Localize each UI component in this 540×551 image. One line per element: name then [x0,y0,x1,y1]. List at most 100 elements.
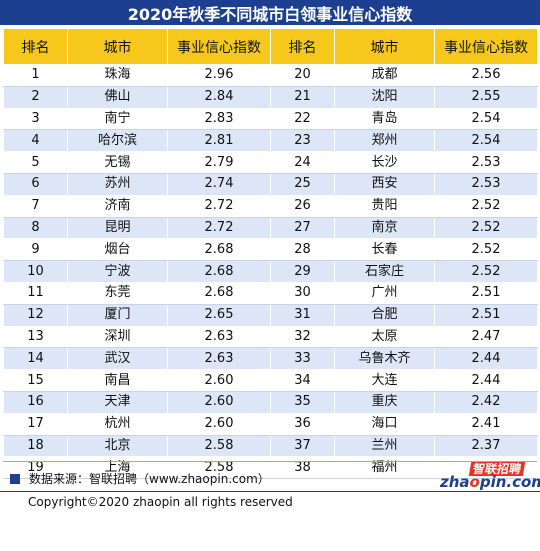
rank-cell: 20 [270,64,335,87]
index-cell: 2.72 [167,216,271,240]
index-cell: 2.55 [434,85,538,109]
rank-cell: 6 [3,172,68,196]
city-cell: 上海 [67,456,168,480]
index-cell: 2.42 [434,390,538,414]
rank-cell: 8 [3,216,68,240]
header-city-right: 城市 [334,28,435,65]
index-cell: 2.74 [167,172,271,196]
rank-cell: 30 [270,281,335,305]
index-cell: 2.41 [434,412,538,436]
rank-cell: 26 [270,194,335,218]
rank-cell: 12 [3,303,68,327]
table-row: 16 天津 2.60 35 重庆 2.42 [3,390,538,414]
city-cell: 天津 [67,390,168,414]
rank-cell: 16 [3,390,68,414]
city-cell: 郑州 [334,129,435,153]
city-cell: 宁波 [67,260,168,283]
index-cell: 2.58 [167,456,271,480]
city-cell: 大连 [334,369,435,392]
index-cell: 2.65 [167,303,271,327]
rank-cell: 14 [3,347,68,371]
table-title: 2020年秋季不同城市白领事业信心指数 [0,0,540,25]
rank-cell: 2 [3,85,68,109]
rank-cell: 15 [3,369,68,392]
table-row: 9 烟台 2.68 28 长春 2.52 [3,238,538,262]
index-cell: 2.58 [167,434,271,458]
rank-cell: 38 [270,456,335,480]
city-cell: 兰州 [334,434,435,458]
index-cell: 2.81 [167,129,271,153]
index-cell: 2.37 [434,434,538,458]
index-cell: 2.53 [434,151,538,174]
table-row: 14 武汉 2.63 33 乌鲁木齐 2.44 [3,347,538,371]
city-cell: 珠海 [67,64,168,87]
index-cell: 2.44 [434,369,538,392]
header-index-right: 事业信心指数 [434,28,538,65]
city-cell: 烟台 [67,238,168,262]
index-cell: 2.68 [167,260,271,283]
table-row: 15 南昌 2.60 34 大连 2.44 [3,369,538,392]
table-row: 18 北京 2.58 37 兰州 2.37 [3,434,538,458]
city-cell: 重庆 [334,390,435,414]
index-cell: 2.52 [434,194,538,218]
table-row: 6 苏州 2.74 25 西安 2.53 [3,172,538,196]
source-note: 数据来源：智联招聘（www.zhaopin.com） [10,470,270,487]
header-index-left: 事业信心指数 [167,28,271,65]
rank-cell: 23 [270,129,335,153]
rank-cell: 17 [3,412,68,436]
rank-cell: 28 [270,238,335,262]
index-cell: 2.54 [434,107,538,131]
index-cell: 2.47 [434,325,538,349]
index-cell: 2.63 [167,347,271,371]
square-bullet-icon [10,473,20,484]
header-rank-left: 排名 [3,28,68,65]
city-cell: 贵阳 [334,194,435,218]
rank-cell: 31 [270,303,335,327]
table-row: 5 无锡 2.79 24 长沙 2.53 [3,151,538,174]
city-cell: 石家庄 [334,260,435,283]
rank-cell: 37 [270,434,335,458]
city-cell: 无锡 [67,151,168,174]
table-row: 2 佛山 2.84 21 沈阳 2.55 [3,85,538,109]
city-cell: 杭州 [67,412,168,436]
rank-cell: 19 [3,456,68,480]
city-cell: 苏州 [67,172,168,196]
table-row: 11 东莞 2.68 30 广州 2.51 [3,281,538,305]
zhaopin-logo: 智联招聘 zhaopin.com [440,462,540,491]
index-cell: 2.72 [167,194,271,218]
city-cell: 昆明 [67,216,168,240]
rank-cell: 1 [3,64,68,87]
index-cell: 2.79 [167,151,271,174]
rank-cell: 29 [270,260,335,283]
city-cell: 长春 [334,238,435,262]
rank-cell: 11 [3,281,68,305]
logo-wordmark: zhaopin.com [440,473,540,491]
rank-cell: 36 [270,412,335,436]
city-cell: 福州 [334,456,435,480]
header-city-left: 城市 [67,28,168,65]
city-cell: 东莞 [67,281,168,305]
city-cell: 武汉 [67,347,168,371]
rank-cell: 32 [270,325,335,349]
index-cell: 2.96 [167,64,271,87]
rank-cell: 5 [3,151,68,174]
copyright-divider [0,491,540,492]
index-cell: 2.56 [434,64,538,87]
index-cell: 2.54 [434,129,538,153]
city-cell: 深圳 [67,325,168,349]
index-cell: 2.52 [434,238,538,262]
index-cell: 2.51 [434,281,538,305]
header-row: 排名 城市 事业信心指数 排名 城市 事业信心指数 [3,28,538,65]
rank-cell: 24 [270,151,335,174]
city-cell: 太原 [334,325,435,349]
rank-cell: 35 [270,390,335,414]
city-cell: 济南 [67,194,168,218]
index-cell: 2.52 [434,260,538,283]
index-cell: 2.60 [167,412,271,436]
index-cell: 2.83 [167,107,271,131]
table-row: 4 哈尔滨 2.81 23 郑州 2.54 [3,129,538,153]
city-cell: 南宁 [67,107,168,131]
table-row: 12 厦门 2.65 31 合肥 2.51 [3,303,538,327]
table-row: 10 宁波 2.68 29 石家庄 2.52 [3,260,538,283]
city-cell: 南昌 [67,369,168,392]
